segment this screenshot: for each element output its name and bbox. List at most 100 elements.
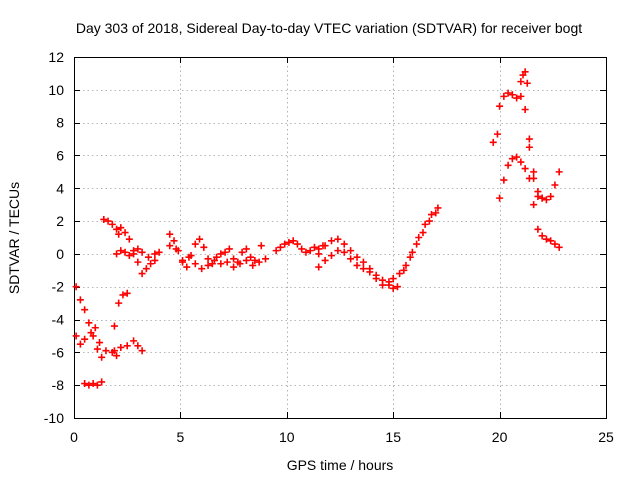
data-point xyxy=(525,143,533,151)
data-point xyxy=(421,220,429,228)
data-point xyxy=(366,268,374,276)
data-point xyxy=(198,265,206,273)
data-point xyxy=(210,256,218,264)
data-point xyxy=(185,253,193,261)
data-point xyxy=(249,261,257,269)
data-point xyxy=(315,250,323,258)
x-tick-label: 5 xyxy=(177,429,185,445)
data-point xyxy=(359,265,367,273)
series-arc-b xyxy=(72,324,121,360)
data-point xyxy=(419,229,427,237)
data-point xyxy=(204,255,212,263)
data-point xyxy=(327,252,335,260)
data-point xyxy=(393,283,401,291)
data-point xyxy=(100,215,108,223)
data-point xyxy=(489,138,497,146)
data-point xyxy=(525,135,533,143)
data-point xyxy=(108,220,116,228)
data-point xyxy=(298,245,306,253)
data-point xyxy=(230,255,238,263)
data-point xyxy=(523,79,531,87)
data-point xyxy=(87,329,95,337)
series-arc-e xyxy=(113,245,163,261)
data-point xyxy=(191,260,199,268)
y-tick-label: 4 xyxy=(56,180,64,196)
data-point xyxy=(534,225,542,233)
data-point xyxy=(76,340,84,348)
data-point xyxy=(521,68,529,76)
data-point xyxy=(257,242,265,250)
data-point xyxy=(408,248,416,256)
data-point xyxy=(306,247,314,255)
series-arc-n xyxy=(389,204,442,283)
y-axis-label: SDTVAR / TECUs xyxy=(6,182,22,294)
grid xyxy=(74,57,606,418)
y-tick-label: 8 xyxy=(56,115,64,131)
data-point xyxy=(247,253,255,261)
data-point xyxy=(521,106,529,114)
series-arc-k xyxy=(272,237,327,256)
data-point xyxy=(555,168,563,176)
data-point xyxy=(289,237,297,245)
series-arc-s xyxy=(517,68,531,87)
data-point xyxy=(204,261,212,269)
data-point xyxy=(255,258,263,266)
data-point xyxy=(89,380,97,388)
x-tick-label: 10 xyxy=(279,429,295,445)
data-point xyxy=(251,256,259,264)
data-point xyxy=(402,261,410,269)
data-point xyxy=(172,245,180,253)
data-point xyxy=(155,248,163,256)
data-point xyxy=(166,242,174,250)
data-point xyxy=(117,247,125,255)
data-point xyxy=(389,275,397,283)
data-point xyxy=(230,263,238,271)
data-point xyxy=(123,289,131,297)
y-tick-label: -4 xyxy=(52,312,65,328)
data-point xyxy=(359,258,367,266)
data-point xyxy=(340,240,348,248)
data-point xyxy=(113,225,121,233)
data-point xyxy=(196,235,204,243)
data-point xyxy=(521,165,529,173)
data-point xyxy=(85,319,93,327)
data-point xyxy=(272,247,280,255)
data-point xyxy=(327,237,335,245)
plot-frame xyxy=(74,57,607,419)
chart-title: Day 303 of 2018, Sidereal Day-to-day VTE… xyxy=(76,20,582,36)
data-point xyxy=(238,248,246,256)
axis-tick-labels: 0 5 10 15 20 25 -10 -8 -6 -4 -2 0 2 4 6 8 10 12 xyxy=(44,49,614,445)
data-point xyxy=(191,240,199,248)
data-point xyxy=(72,332,80,340)
data-point xyxy=(115,299,123,307)
data-point xyxy=(534,188,542,196)
data-point xyxy=(144,253,152,261)
data-point xyxy=(134,245,142,253)
data-point xyxy=(225,245,233,253)
data-point xyxy=(110,322,118,330)
data-point xyxy=(508,91,516,99)
data-point xyxy=(134,342,142,350)
data-point xyxy=(183,263,191,271)
data-point xyxy=(98,353,106,361)
data-point xyxy=(123,342,131,350)
series-arc-p xyxy=(489,130,501,146)
series-arc-q xyxy=(496,89,546,202)
data-point xyxy=(347,247,355,255)
axis-ticks xyxy=(74,57,607,419)
data-point xyxy=(166,230,174,238)
series-arc-t xyxy=(525,143,563,204)
data-point xyxy=(500,176,508,184)
data-point xyxy=(334,235,342,243)
data-point xyxy=(504,89,512,97)
y-tick-label: 6 xyxy=(56,147,64,163)
data-point xyxy=(151,250,159,258)
data-point xyxy=(117,224,125,232)
data-point xyxy=(113,250,121,258)
data-point xyxy=(262,255,270,263)
data-point xyxy=(221,248,229,256)
data-point xyxy=(517,158,525,166)
data-point xyxy=(334,247,342,255)
data-point xyxy=(113,352,121,360)
